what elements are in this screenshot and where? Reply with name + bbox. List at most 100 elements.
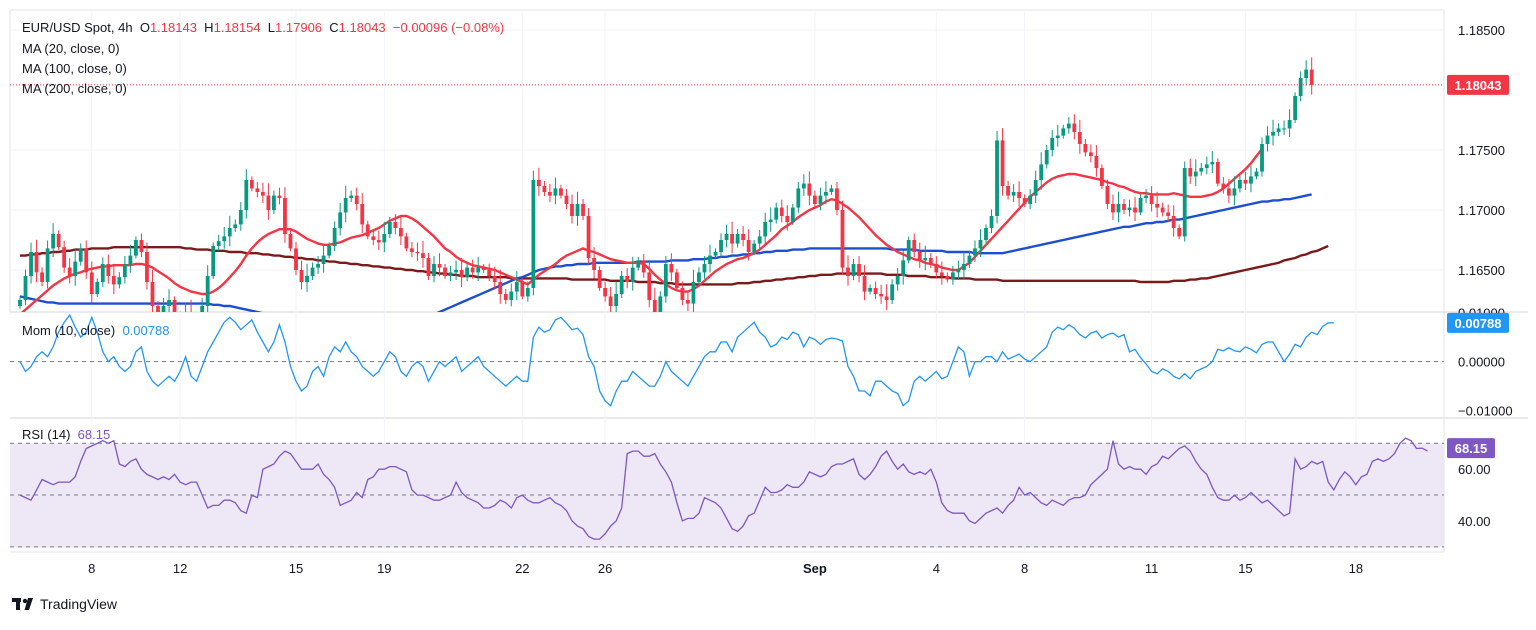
candle [266, 183, 271, 220]
interval[interactable]: 4h [118, 20, 133, 35]
candle-body [702, 264, 707, 273]
candle-body [912, 240, 917, 252]
candle [663, 256, 668, 303]
candle-body [768, 219, 773, 222]
candle [950, 265, 955, 285]
candle-body [1226, 188, 1231, 196]
symbol-name[interactable]: EUR/USD Spot [22, 20, 111, 35]
candle [829, 184, 834, 195]
candle [592, 247, 596, 279]
candle [840, 200, 845, 276]
candle-body [410, 248, 414, 252]
candle-body [150, 282, 155, 306]
candle [1066, 117, 1071, 134]
candle-body [1144, 195, 1148, 198]
tradingview-branding[interactable]: TradingView [12, 596, 117, 612]
candle-body [421, 253, 425, 258]
candle-body [387, 222, 392, 234]
candle [1287, 109, 1292, 138]
candle-body [763, 222, 768, 237]
candle-body [652, 300, 657, 312]
candle [978, 229, 983, 258]
candle-body [393, 222, 398, 228]
candle-body [570, 204, 574, 216]
candle-body [1199, 168, 1204, 172]
time-tick-label: 4 [933, 561, 940, 576]
candle-body [365, 224, 370, 237]
candle-body [879, 294, 884, 297]
candle [763, 212, 768, 244]
candle [1127, 199, 1132, 217]
candle-body [713, 252, 718, 256]
candle [1033, 170, 1038, 204]
candle [1298, 71, 1303, 102]
candle [779, 199, 784, 223]
candle-body [884, 296, 889, 300]
candle [465, 262, 470, 282]
candle [586, 208, 591, 265]
candle-body [790, 207, 795, 222]
candle [167, 289, 171, 312]
candle-body [1193, 171, 1198, 177]
time-tick-label: 11 [1145, 561, 1159, 576]
time-tick-label: 15 [289, 561, 303, 576]
candle [1309, 57, 1314, 95]
rsi-tick-label: 40.00 [1458, 514, 1491, 529]
candle-body [1039, 164, 1044, 180]
candle-body [691, 282, 696, 304]
mom-legend[interactable]: Mom (10, close) 0.00788 [22, 323, 169, 338]
candle [857, 256, 861, 283]
candle [299, 260, 304, 290]
candle-body [890, 284, 895, 300]
rsi-legend[interactable]: RSI (14) 68.15 [22, 427, 110, 442]
candle [597, 266, 602, 291]
candle [122, 256, 127, 284]
ma20-legend[interactable]: MA (20, close, 0) [22, 41, 120, 56]
candle [1072, 114, 1077, 140]
candle [1039, 152, 1044, 190]
candle-body [989, 216, 994, 228]
candle [84, 240, 89, 279]
candle [387, 216, 392, 239]
candle [255, 181, 260, 198]
candle-body [184, 312, 188, 330]
ma100-legend[interactable]: MA (100, close, 0) [22, 61, 127, 76]
candle [1199, 162, 1204, 176]
candle [95, 278, 100, 297]
candle-body [95, 282, 100, 294]
candle [272, 190, 276, 215]
ma200-legend[interactable]: MA (200, close, 0) [22, 81, 127, 96]
candle [448, 265, 453, 282]
candle [56, 230, 61, 251]
candle [1271, 119, 1275, 146]
candle-body [498, 282, 503, 294]
candle-body [774, 207, 779, 220]
candle [51, 223, 56, 258]
candle [879, 284, 884, 304]
main-panel-frame [9, 9, 1445, 313]
candle [956, 260, 961, 280]
candle-body [316, 264, 320, 268]
candle-body [343, 198, 348, 213]
candle [437, 253, 442, 277]
time-tick-label: 22 [515, 561, 529, 576]
candle-body [62, 247, 67, 268]
candle [801, 174, 806, 196]
candle [1177, 224, 1182, 240]
candle-body [1249, 176, 1253, 184]
candle-body [1232, 188, 1237, 196]
candle-body [111, 276, 116, 285]
candle-body [536, 180, 541, 186]
candle-body [553, 188, 558, 196]
candle [1254, 168, 1259, 180]
candle [548, 184, 552, 202]
candle [459, 257, 464, 287]
candle [288, 230, 293, 252]
candle [117, 272, 122, 289]
change-value: −0.00096 (−0.08%) [392, 20, 505, 35]
candle [190, 299, 192, 312]
candle [796, 181, 801, 213]
time-tick-label: 18 [1349, 561, 1363, 576]
candle [200, 298, 205, 312]
last-price-badge [1447, 74, 1509, 95]
